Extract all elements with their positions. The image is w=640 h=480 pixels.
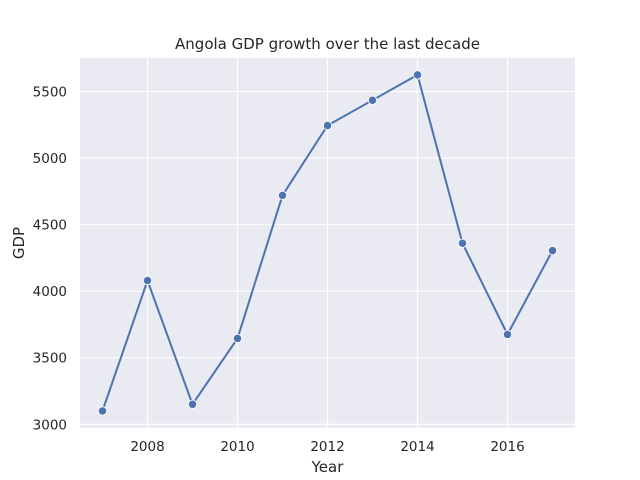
y-tick-label: 4500 <box>33 218 67 234</box>
data-point <box>277 190 288 201</box>
y-tick-label: 3000 <box>33 417 67 433</box>
y-axis-label: GDP <box>10 227 28 259</box>
y-tick-label: 4000 <box>33 284 67 300</box>
x-tick-label: 2010 <box>220 439 254 455</box>
data-point <box>232 333 243 344</box>
data-point <box>142 275 153 286</box>
x-axis-label: Year <box>311 458 345 476</box>
x-tick-labels: 2008 2010 2012 2014 2016 <box>130 439 524 455</box>
data-point <box>187 399 198 409</box>
y-tick-label: 5500 <box>33 85 67 101</box>
x-tick-label: 2016 <box>490 439 524 455</box>
data-point <box>412 70 423 80</box>
data-point <box>322 120 333 131</box>
data-point <box>97 406 108 416</box>
chart-title: Angola GDP growth over the last decade <box>175 35 480 53</box>
x-tick-label: 2012 <box>310 439 344 455</box>
x-tick-label: 2014 <box>400 439 434 455</box>
data-point <box>457 238 468 248</box>
data-point <box>547 245 558 256</box>
y-tick-labels: 3000 3500 4000 4500 5000 5500 <box>33 85 67 434</box>
series-layer <box>97 70 558 416</box>
y-tick-label: 5000 <box>33 151 67 167</box>
grid <box>80 58 575 428</box>
data-point <box>502 329 513 340</box>
data-point <box>367 95 378 105</box>
x-tick-label: 2008 <box>130 439 164 455</box>
y-tick-label: 3500 <box>33 351 67 367</box>
